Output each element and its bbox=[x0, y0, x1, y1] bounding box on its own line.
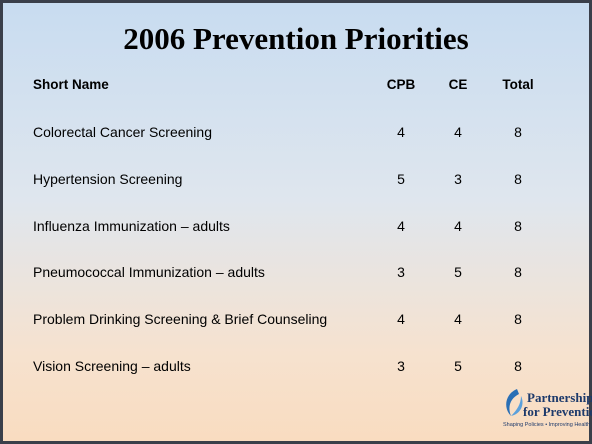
table-cell: Pneumococcal Immunization – adults bbox=[33, 264, 265, 281]
table-cell: 8 bbox=[514, 264, 522, 281]
logo-tagline: Shaping Policies • Improving Health bbox=[503, 422, 591, 428]
logo-icon bbox=[506, 389, 523, 416]
table-cell: 3 bbox=[397, 358, 405, 374]
table-cell: 8 bbox=[514, 358, 522, 374]
table-cell: 5 bbox=[454, 264, 462, 281]
logo: Partnership for Prevention Shaping Polic… bbox=[503, 388, 592, 438]
table-cell: 4 bbox=[454, 124, 462, 140]
header-cell: Total bbox=[502, 77, 534, 92]
logo-text: for Prevention bbox=[523, 404, 592, 419]
table-cell: Hypertension Screening bbox=[33, 170, 183, 187]
table-cell: Colorectal Cancer Screening bbox=[33, 124, 212, 140]
table-cell: Problem Drinking Screening & Brief Couns… bbox=[33, 311, 328, 328]
table-cell: 8 bbox=[514, 124, 522, 140]
table-header: Short Name CPB CE Total bbox=[3, 77, 589, 97]
table-cell: Influenza Immunization – adults bbox=[33, 217, 230, 234]
table-cell: 3 bbox=[397, 264, 405, 281]
table-cell: 4 bbox=[397, 124, 405, 140]
logo-text: Partnership bbox=[527, 390, 592, 405]
table-row: Problem Drinking Screening & Brief Couns… bbox=[3, 311, 589, 331]
header-cell: CPB bbox=[386, 77, 416, 92]
table-cell: 5 bbox=[454, 358, 462, 374]
table-row: Hypertension Screening 5 3 8 bbox=[3, 171, 589, 191]
table-cell: Vision Screening – adults bbox=[33, 358, 191, 374]
table-row: Colorectal Cancer Screening 4 4 8 bbox=[3, 124, 589, 144]
table-cell: 8 bbox=[514, 170, 522, 187]
slide-title: 2006 Prevention Priorities bbox=[123, 21, 469, 56]
table-cell: 4 bbox=[397, 217, 405, 234]
table-row: Influenza Immunization – adults 4 4 8 bbox=[3, 218, 589, 238]
table-cell: 3 bbox=[454, 170, 462, 187]
header-cell: Short Name bbox=[33, 77, 109, 92]
table-cell: 4 bbox=[397, 311, 405, 328]
table-row: Pneumococcal Immunization – adults 3 5 8 bbox=[3, 264, 589, 284]
header-cell: CE bbox=[448, 77, 468, 92]
table-row: Vision Screening – adults 3 5 8 bbox=[3, 358, 589, 378]
table-cell: 8 bbox=[514, 311, 522, 328]
table-cell: 4 bbox=[454, 311, 462, 328]
table-cell: 5 bbox=[397, 170, 405, 187]
table-cell: 8 bbox=[514, 217, 522, 234]
table-cell: 4 bbox=[454, 217, 462, 234]
